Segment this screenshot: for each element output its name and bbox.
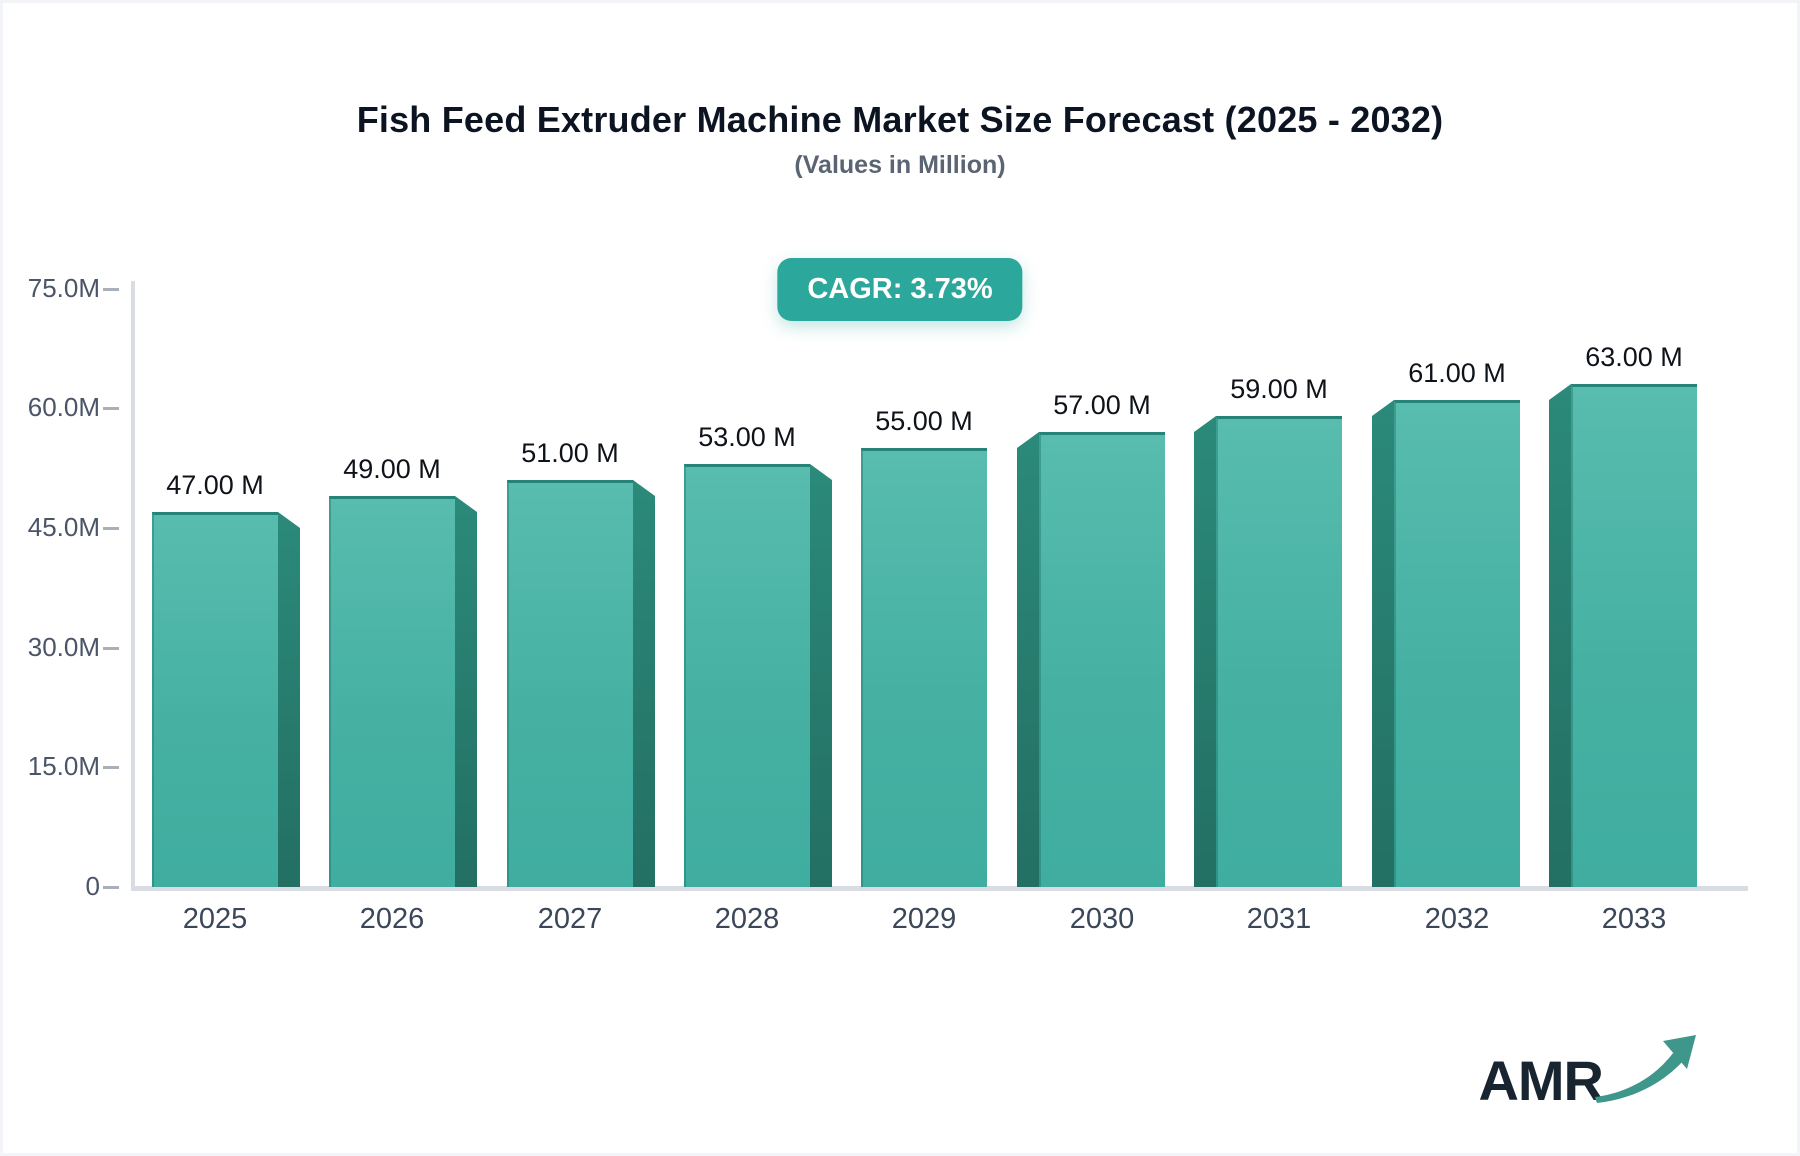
bar-2030 — [1039, 432, 1165, 887]
y-axis-tick — [103, 527, 119, 530]
x-axis-label: 2026 — [359, 903, 425, 935]
bar-value-label: 57.00 M — [1053, 390, 1151, 420]
y-axis-tick-label: 30.0M — [27, 632, 100, 662]
x-axis-label: 2030 — [1069, 903, 1135, 935]
bar-side-face — [1194, 416, 1216, 887]
bar-value-label: 61.00 M — [1408, 358, 1506, 388]
bar-value-label: 51.00 M — [521, 438, 619, 468]
bar-2033 — [1571, 384, 1697, 887]
y-axis-tick — [103, 886, 119, 889]
x-axis-label: 2025 — [182, 903, 248, 935]
x-axis-label: 2031 — [1246, 903, 1312, 935]
bar-2029 — [861, 448, 987, 887]
bar-value-label: 47.00 M — [166, 470, 264, 500]
y-axis-tick-label: 15.0M — [27, 751, 100, 781]
bar-2028 — [684, 464, 810, 887]
bar-2031 — [1216, 416, 1342, 887]
y-axis-tick-label: 45.0M — [27, 512, 100, 542]
bar-value-label: 49.00 M — [343, 454, 441, 484]
x-axis-label: 2033 — [1601, 903, 1667, 935]
amr-logo: AMR — [1478, 1033, 1697, 1109]
x-axis-label: 2027 — [537, 903, 603, 935]
bar-value-label: 53.00 M — [698, 422, 796, 452]
bar-side-face — [1372, 400, 1394, 887]
bar-side-face — [455, 496, 477, 887]
x-axis-line — [131, 886, 1748, 891]
bar-side-face — [1549, 384, 1571, 887]
bar-side-face — [1017, 432, 1039, 887]
growth-arrow-icon — [1595, 1035, 1696, 1103]
bar-2025 — [152, 512, 278, 887]
bar-chart: 75.0M 60.0M 45.0M 30.0M 15.0M 0 47.00 M 2025 49.… — [3, 3, 1797, 1153]
bar-2026 — [329, 496, 455, 887]
y-axis-tick-label: 0 — [85, 871, 100, 901]
x-axis-label: 2029 — [891, 903, 957, 935]
bar-value-label: 59.00 M — [1230, 374, 1328, 404]
chart-title: Fish Feed Extruder Machine Market Size F… — [356, 99, 1444, 140]
x-axis-label: 2032 — [1424, 903, 1490, 935]
y-axis-tick — [103, 288, 119, 291]
bar-value-label: 55.00 M — [875, 406, 973, 436]
bar-2027 — [507, 480, 633, 887]
x-axis-label: 2028 — [714, 903, 780, 935]
y-axis-tick-label: 75.0M — [27, 273, 100, 303]
y-axis-tick — [103, 647, 119, 650]
chart-card: Fish Feed Extruder Machine Market Size F… — [3, 3, 1797, 1153]
bar-side-face — [810, 464, 832, 887]
bar-side-face — [278, 512, 300, 887]
bar-side-face — [633, 480, 655, 887]
y-axis-tick — [103, 407, 119, 410]
bar-value-label: 63.00 M — [1585, 342, 1683, 372]
logo-text: AMR — [1478, 1049, 1604, 1112]
chart-subtitle: (Values in Million) — [794, 151, 1006, 179]
y-axis-line — [131, 281, 135, 891]
cagr-badge: CAGR: 3.73% — [777, 258, 1023, 321]
bar-2032 — [1394, 400, 1520, 887]
y-axis-tick — [103, 766, 119, 769]
y-axis-tick-label: 60.0M — [27, 392, 100, 422]
